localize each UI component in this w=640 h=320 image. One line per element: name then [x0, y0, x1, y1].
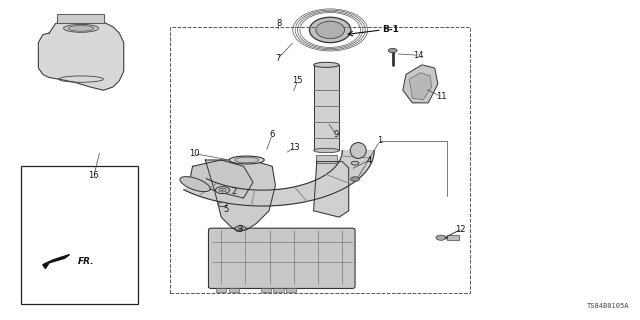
Polygon shape	[184, 150, 374, 206]
Ellipse shape	[63, 24, 99, 32]
Bar	[216, 288, 227, 292]
Ellipse shape	[218, 202, 227, 207]
Bar	[229, 288, 239, 292]
Text: 14: 14	[413, 51, 424, 60]
Text: 6: 6	[269, 130, 275, 139]
Text: 15: 15	[292, 76, 303, 85]
Text: FR.: FR.	[78, 257, 94, 266]
Polygon shape	[403, 65, 438, 103]
Circle shape	[436, 235, 446, 240]
Bar	[316, 155, 337, 163]
Bar	[314, 65, 339, 150]
Polygon shape	[38, 19, 124, 90]
Polygon shape	[205, 160, 275, 231]
Ellipse shape	[350, 142, 366, 158]
Circle shape	[388, 48, 397, 53]
Text: 3: 3	[237, 225, 243, 234]
Bar	[447, 235, 459, 240]
Ellipse shape	[316, 21, 344, 39]
Text: B-1: B-1	[383, 25, 399, 35]
Ellipse shape	[351, 161, 359, 165]
Ellipse shape	[237, 227, 243, 230]
Text: 5: 5	[223, 205, 228, 214]
Bar	[170, 27, 470, 293]
Ellipse shape	[314, 62, 339, 68]
Text: 13: 13	[289, 143, 300, 152]
Ellipse shape	[68, 26, 94, 31]
Polygon shape	[409, 73, 431, 100]
Text: 9: 9	[333, 130, 339, 139]
Bar	[260, 288, 271, 292]
Polygon shape	[314, 162, 349, 217]
Text: 8: 8	[276, 19, 281, 28]
FancyBboxPatch shape	[58, 14, 104, 24]
Text: 4: 4	[367, 156, 372, 164]
Text: TS84B0105A: TS84B0105A	[586, 303, 629, 309]
Ellipse shape	[219, 188, 227, 192]
Bar	[20, 166, 138, 304]
Text: 10: 10	[189, 149, 200, 158]
Ellipse shape	[229, 156, 264, 164]
Bar	[273, 288, 284, 292]
Ellipse shape	[314, 148, 339, 153]
Ellipse shape	[351, 177, 360, 181]
Bar	[286, 288, 296, 292]
Ellipse shape	[216, 187, 230, 194]
Text: 11: 11	[436, 92, 446, 101]
Polygon shape	[189, 160, 253, 198]
Text: 12: 12	[455, 225, 465, 234]
Ellipse shape	[353, 178, 358, 180]
FancyBboxPatch shape	[209, 228, 355, 288]
Ellipse shape	[310, 17, 351, 43]
Text: 1: 1	[377, 136, 383, 146]
Ellipse shape	[235, 157, 259, 163]
Ellipse shape	[180, 177, 210, 192]
Text: 16: 16	[88, 172, 99, 180]
Text: 7: 7	[275, 54, 280, 63]
Ellipse shape	[236, 226, 246, 231]
Text: 2: 2	[231, 187, 237, 196]
Polygon shape	[43, 254, 70, 268]
